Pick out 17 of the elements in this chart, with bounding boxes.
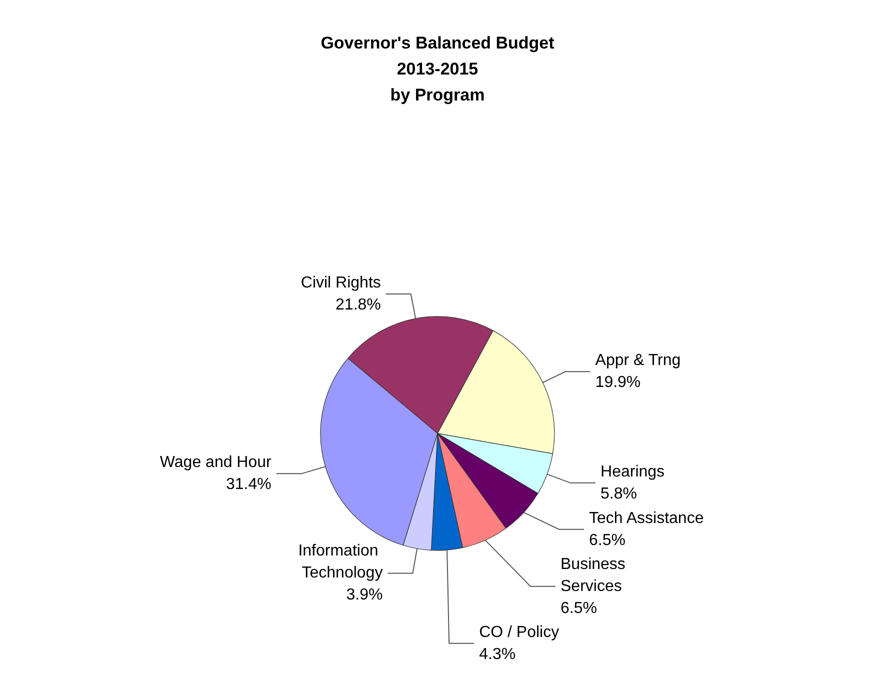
slice-label: CO / Policy	[479, 624, 560, 641]
slice-label: Business Services	[560, 556, 630, 595]
data-label: 31.4%	[226, 476, 272, 494]
slice-label: Hearings	[600, 463, 665, 480]
data-label: 19.9%	[595, 374, 641, 392]
data-label: 6.5%	[560, 600, 597, 617]
slice-label: Civil Rights	[300, 274, 381, 292]
data-label: 4.3%	[479, 646, 516, 663]
slice-label: Information Technology	[298, 542, 383, 582]
data-label: 6.5%	[588, 532, 626, 549]
slice-label: Appr & Trng	[595, 352, 681, 370]
data-label: 21.8%	[336, 296, 381, 314]
data-label: 5.8%	[600, 485, 637, 502]
slice-label: Wage and Hour	[160, 454, 272, 472]
data-label: 3.9%	[346, 586, 383, 604]
chart-title: Governor's Balanced Budget 2013-2015 by Program	[320, 34, 555, 104]
slice-label: Tech Assistance	[588, 510, 704, 527]
